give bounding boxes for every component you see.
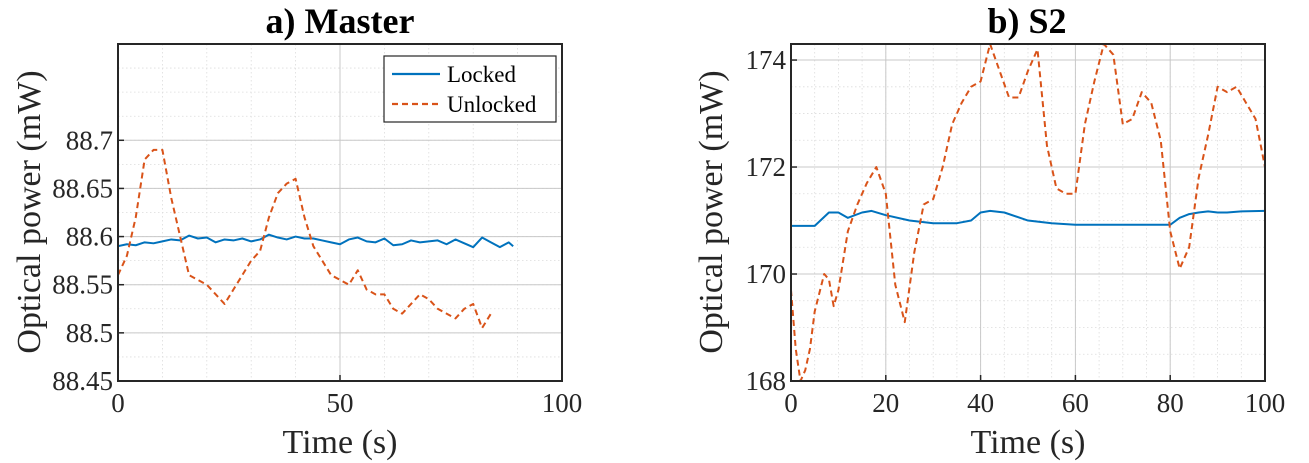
y-tick-label: 88.55 (52, 270, 113, 300)
y-tick-label: 88.6 (66, 222, 113, 252)
x-axis-label-master: Time (s) (283, 424, 398, 461)
y-tick-label: 172 (746, 152, 787, 182)
series-line-s2-locked (791, 209, 1265, 227)
x-tick-label: 100 (542, 388, 583, 418)
y-tick-label: 88.7 (66, 125, 113, 155)
x-tick-label: 100 (1245, 388, 1286, 418)
chart-title-master: a) Master (266, 1, 415, 41)
x-tick-label: 40 (967, 388, 994, 418)
y-tick-label: 88.45 (52, 366, 113, 396)
x-tick-label: 60 (1062, 388, 1089, 418)
y-axis-label-s2: Optical power (mW) (693, 70, 730, 353)
series-line-master-unlocked (118, 148, 492, 330)
legend-master: Locked Unlocked (383, 55, 557, 123)
axes-box-master (117, 43, 563, 382)
x-tick-label: 0 (784, 388, 798, 418)
axes-box-s2 (790, 43, 1266, 382)
series-lines-master (118, 148, 514, 330)
series-lines-s2 (791, 44, 1265, 381)
y-tick-label: 168 (746, 366, 787, 396)
legend-label-locked: Locked (447, 62, 516, 87)
x-tick-label: 80 (1157, 388, 1184, 418)
tick-labels-s2: 0 20 40 60 80 100 168 170 172 174 (746, 45, 1286, 418)
y-axis-label-master: Optical power (mW) (11, 70, 48, 353)
legend-box (383, 55, 557, 123)
y-tick-label: 174 (746, 45, 787, 75)
y-tick-label: 88.5 (66, 318, 113, 348)
panel-master: a) Master 0 50 100 88.45 88.5 88.55 88.6 88.65 8… (11, 1, 582, 461)
x-axis-label-s2: Time (s) (971, 424, 1086, 461)
y-tick-label: 170 (746, 259, 787, 289)
series-line-master-locked (118, 233, 514, 249)
series-line-s2-unlocked (791, 44, 1265, 381)
legend-label-unlocked: Unlocked (447, 92, 537, 117)
tick-labels-master: 0 50 100 88.45 88.5 88.55 88.6 88.65 88.7 (52, 125, 582, 418)
x-tick-label: 50 (327, 388, 354, 418)
x-tick-label: 20 (872, 388, 899, 418)
y-tick-label: 88.65 (52, 173, 113, 203)
x-tick-label: 0 (111, 388, 125, 418)
chart-title-s2: b) S2 (987, 1, 1066, 41)
